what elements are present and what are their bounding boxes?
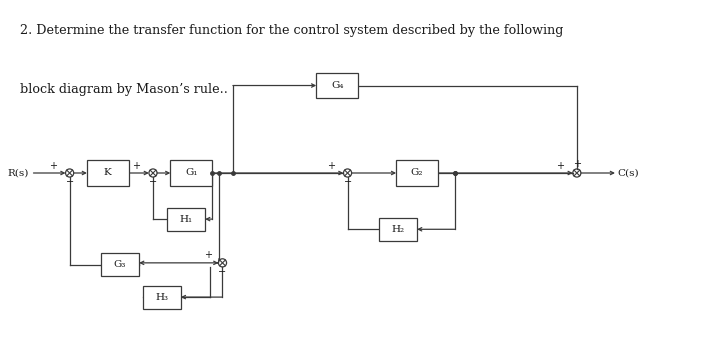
Text: H₁: H₁ — [179, 215, 193, 224]
Bar — [170, 160, 212, 186]
Bar — [101, 253, 139, 276]
Text: +: + — [573, 159, 581, 169]
Text: +: + — [204, 251, 212, 261]
Text: G₂: G₂ — [411, 169, 423, 177]
Text: G₄: G₄ — [331, 81, 343, 90]
Text: K: K — [104, 169, 112, 177]
Bar — [87, 160, 128, 186]
Text: +: + — [133, 161, 140, 171]
Text: −: − — [218, 267, 227, 277]
Text: +: + — [49, 161, 57, 171]
Text: G₁: G₁ — [185, 169, 198, 177]
Text: R(s): R(s) — [8, 169, 29, 177]
Text: +: + — [557, 161, 564, 171]
Bar — [379, 218, 417, 241]
Text: −: − — [343, 177, 352, 187]
Text: −: − — [65, 177, 74, 187]
Bar — [396, 160, 438, 186]
Text: H₂: H₂ — [391, 225, 405, 234]
Bar — [167, 208, 205, 231]
Bar — [316, 73, 358, 98]
Text: 2. Determine the transfer function for the control system described by the follo: 2. Determine the transfer function for t… — [20, 24, 563, 37]
Bar — [143, 285, 181, 309]
Text: −: − — [149, 177, 157, 187]
Text: G₃: G₃ — [114, 261, 126, 270]
Text: H₃: H₃ — [155, 293, 168, 302]
Text: block diagram by Mason’s rule..: block diagram by Mason’s rule.. — [20, 83, 228, 96]
Text: C(s): C(s) — [617, 169, 639, 177]
Text: +: + — [327, 161, 335, 171]
